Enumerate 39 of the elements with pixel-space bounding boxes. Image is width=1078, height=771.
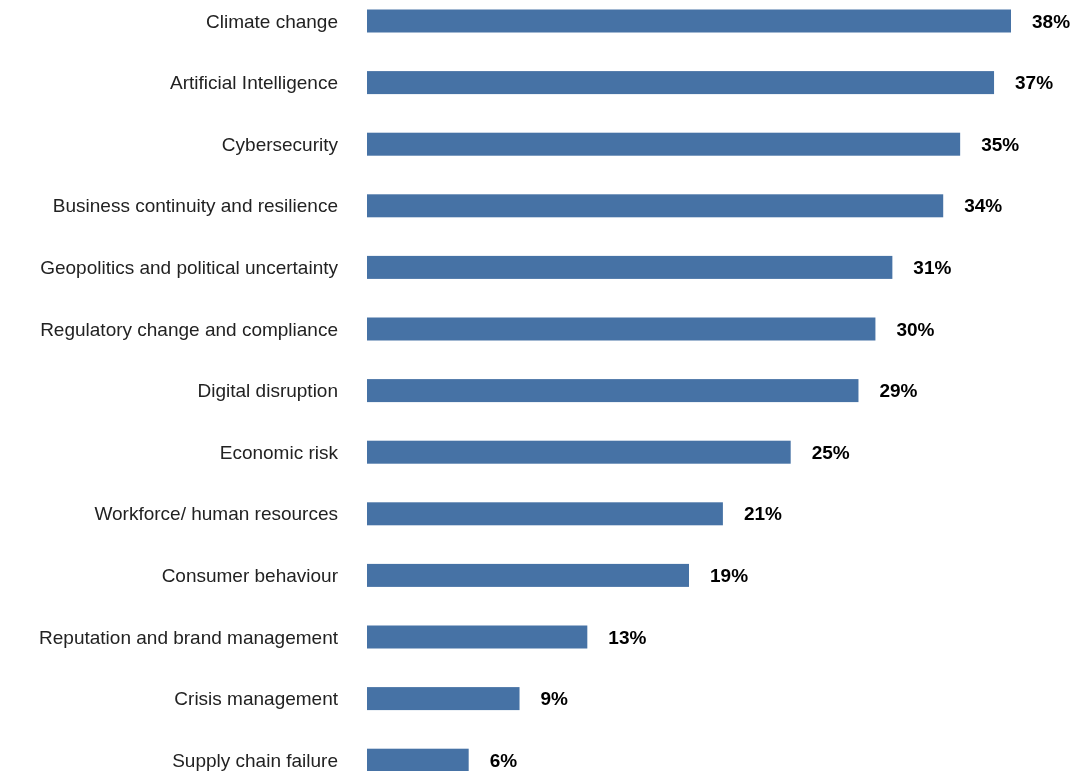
data-label: 13% xyxy=(608,626,647,648)
data-label: 37% xyxy=(1015,72,1054,94)
bar xyxy=(367,132,961,156)
bar xyxy=(367,563,689,587)
y-tick-label: Regulatory change and compliance xyxy=(40,318,338,340)
data-label: 30% xyxy=(896,318,935,340)
bar xyxy=(367,9,1011,33)
data-label: 38% xyxy=(1032,10,1071,32)
y-tick-label: Digital disruption xyxy=(197,380,338,402)
bar xyxy=(367,440,791,464)
bar xyxy=(367,255,893,279)
y-tick-label: Economic risk xyxy=(219,441,339,463)
data-label: 25% xyxy=(811,441,850,463)
data-label: 35% xyxy=(981,133,1020,155)
data-label: 19% xyxy=(710,565,749,587)
y-tick-label: Climate change xyxy=(205,10,338,32)
y-tick-label: Reputation and brand management xyxy=(39,626,339,648)
bar xyxy=(367,625,588,649)
bar xyxy=(367,502,723,526)
bar xyxy=(367,71,995,95)
y-tick-label: Artificial Intelligence xyxy=(170,72,338,94)
bar xyxy=(367,194,944,218)
y-tick-label: Geopolitics and political uncertainty xyxy=(40,257,339,279)
data-label: 31% xyxy=(913,257,952,279)
y-tick-label: Crisis management xyxy=(174,688,339,710)
y-tick-label: Workforce/ human resources xyxy=(94,503,338,525)
y-tick-label: Supply chain failure xyxy=(172,749,338,771)
bar xyxy=(367,748,469,771)
data-label: 6% xyxy=(489,749,518,771)
y-tick-label: Consumer behaviour xyxy=(161,565,339,587)
bar xyxy=(367,687,520,711)
data-label: 9% xyxy=(540,688,569,710)
y-tick-label: Business continuity and resilience xyxy=(52,195,338,217)
y-tick-label: Cybersecurity xyxy=(221,133,339,155)
bar xyxy=(367,379,859,403)
data-label: 21% xyxy=(743,503,783,525)
data-label: 34% xyxy=(964,195,1003,217)
data-label: 29% xyxy=(879,380,918,402)
bar xyxy=(367,317,876,341)
